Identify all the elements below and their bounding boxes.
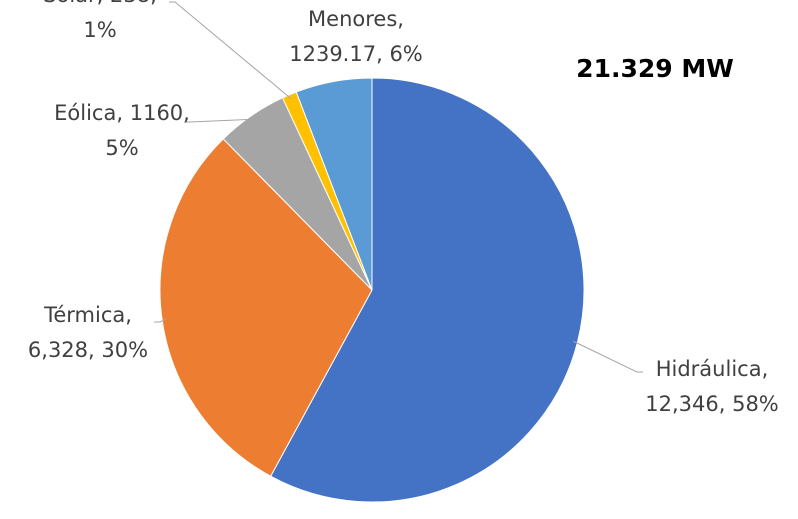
percent-label: 1% [83, 18, 116, 42]
label-line: 6,328, 30% [28, 338, 148, 362]
label-line: Térmica, [43, 303, 132, 327]
leader-line [154, 318, 167, 323]
data-label: Térmica, 6,328, 30% [28, 303, 148, 362]
data-label: Hidráulica, 12,346, 58% [645, 357, 779, 416]
value-label: 12,346 [645, 392, 718, 416]
leader-line [573, 340, 643, 373]
label-line: Eólica, 1160, [54, 101, 190, 125]
label-line: Menores, [308, 7, 404, 31]
category-name: Térmica [43, 303, 125, 327]
category-name: Solar [43, 0, 97, 7]
value-label: 1160 [130, 101, 183, 125]
percent-label: 58% [732, 392, 779, 416]
percent-label: 30% [101, 338, 148, 362]
category-name: Menores [308, 7, 397, 31]
pie-slice [159, 138, 373, 477]
percent-label: 6% [389, 42, 422, 66]
label-line: Solar, 238, [43, 0, 157, 7]
label-line: Hidráulica, [656, 357, 769, 381]
leader-line [169, 1, 292, 100]
label-line: 1% [83, 18, 116, 42]
data-label: Solar, 238, 1% [43, 0, 157, 42]
pie-slice [295, 77, 373, 291]
category-name: Eólica [54, 101, 116, 125]
leader-line [184, 118, 254, 123]
value-label: 6,328 [28, 338, 88, 362]
label-line: 5% [105, 136, 138, 160]
category-name: Hidráulica [656, 357, 762, 381]
percent-label: 5% [105, 136, 138, 160]
label-line: 1239.17, 6% [289, 42, 423, 66]
label-line: 12,346, 58% [645, 392, 779, 416]
value-label: 238 [110, 0, 150, 7]
data-label: Eólica, 1160, 5% [54, 101, 190, 160]
data-label: Menores, 1239.17, 6% [289, 7, 423, 66]
pie-slice [269, 77, 585, 503]
value-label: 1239.17 [289, 42, 376, 66]
total-annotation: 21.329 MW [576, 54, 734, 83]
